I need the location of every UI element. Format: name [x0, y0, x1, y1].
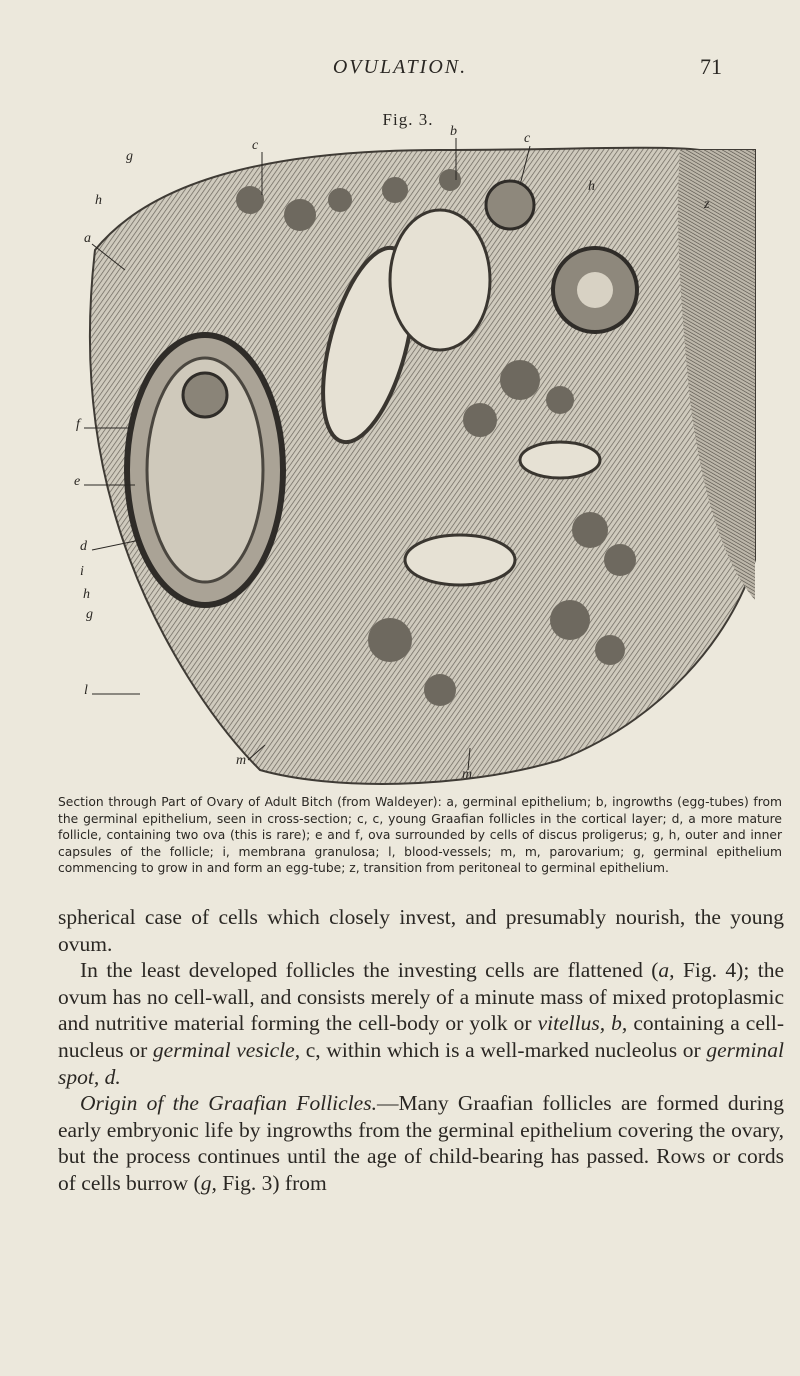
paragraph: spherical case of cells which closely in… — [58, 904, 784, 957]
italic-text: germinal spot, d. — [58, 1037, 784, 1089]
paragraph: Origin of the Graafian Follicles.—Many G… — [58, 1090, 784, 1196]
body-text: spherical case of cells which closely in… — [58, 904, 784, 1197]
running-title: OVULATION. — [332, 56, 468, 78]
figure-letter: i — [80, 564, 84, 579]
figure-letter: h — [95, 193, 102, 208]
text-run: Fig. 4); the ovum has no cell-wall, and … — [58, 958, 784, 1036]
figure-label: Fig. 3. — [382, 110, 434, 129]
figure-letter: c — [252, 138, 259, 153]
figure-letter: a — [84, 231, 91, 246]
figure-letter: g — [86, 607, 93, 622]
text-run: c, within which is a well-marked nucleol… — [300, 1037, 707, 1062]
paragraph: In the least developed follicles the inv… — [58, 957, 784, 1090]
italic-text: germinal vesicle, — [152, 1037, 301, 1062]
figure-letter: z — [703, 197, 710, 212]
figure-letter: e — [74, 474, 80, 489]
figure-letter: m — [236, 753, 246, 768]
text-run: —Many Graafian follicles are formed duri… — [58, 1091, 784, 1195]
italic-text: Origin of the Graafian Follicles. — [80, 1091, 377, 1116]
figure-letter: l — [84, 683, 88, 698]
figure-letter: g — [126, 149, 133, 164]
text-run: containing a cell-nucleus or — [58, 1011, 784, 1062]
italic-text: a, — [658, 958, 675, 983]
text-run: Fig. 3) from — [216, 1170, 327, 1195]
italic-text: g, — [200, 1170, 217, 1195]
text-run: spherical case of cells which closely in… — [58, 905, 784, 956]
figure-letter: f — [76, 417, 82, 432]
figure-letter: h — [83, 587, 90, 602]
figure-letter: h — [588, 179, 595, 194]
figure-letter: m — [462, 767, 472, 782]
text-run: In the least developed follicles the inv… — [80, 958, 659, 983]
figure-letter: c — [524, 131, 531, 146]
page-number: 71 — [700, 54, 722, 79]
italic-text: vitellus, b, — [537, 1011, 628, 1036]
figure-letter: d — [80, 539, 88, 554]
figure-caption: Section through Part of Ovary of Adult B… — [58, 795, 782, 876]
figure-letter: b — [450, 124, 457, 139]
